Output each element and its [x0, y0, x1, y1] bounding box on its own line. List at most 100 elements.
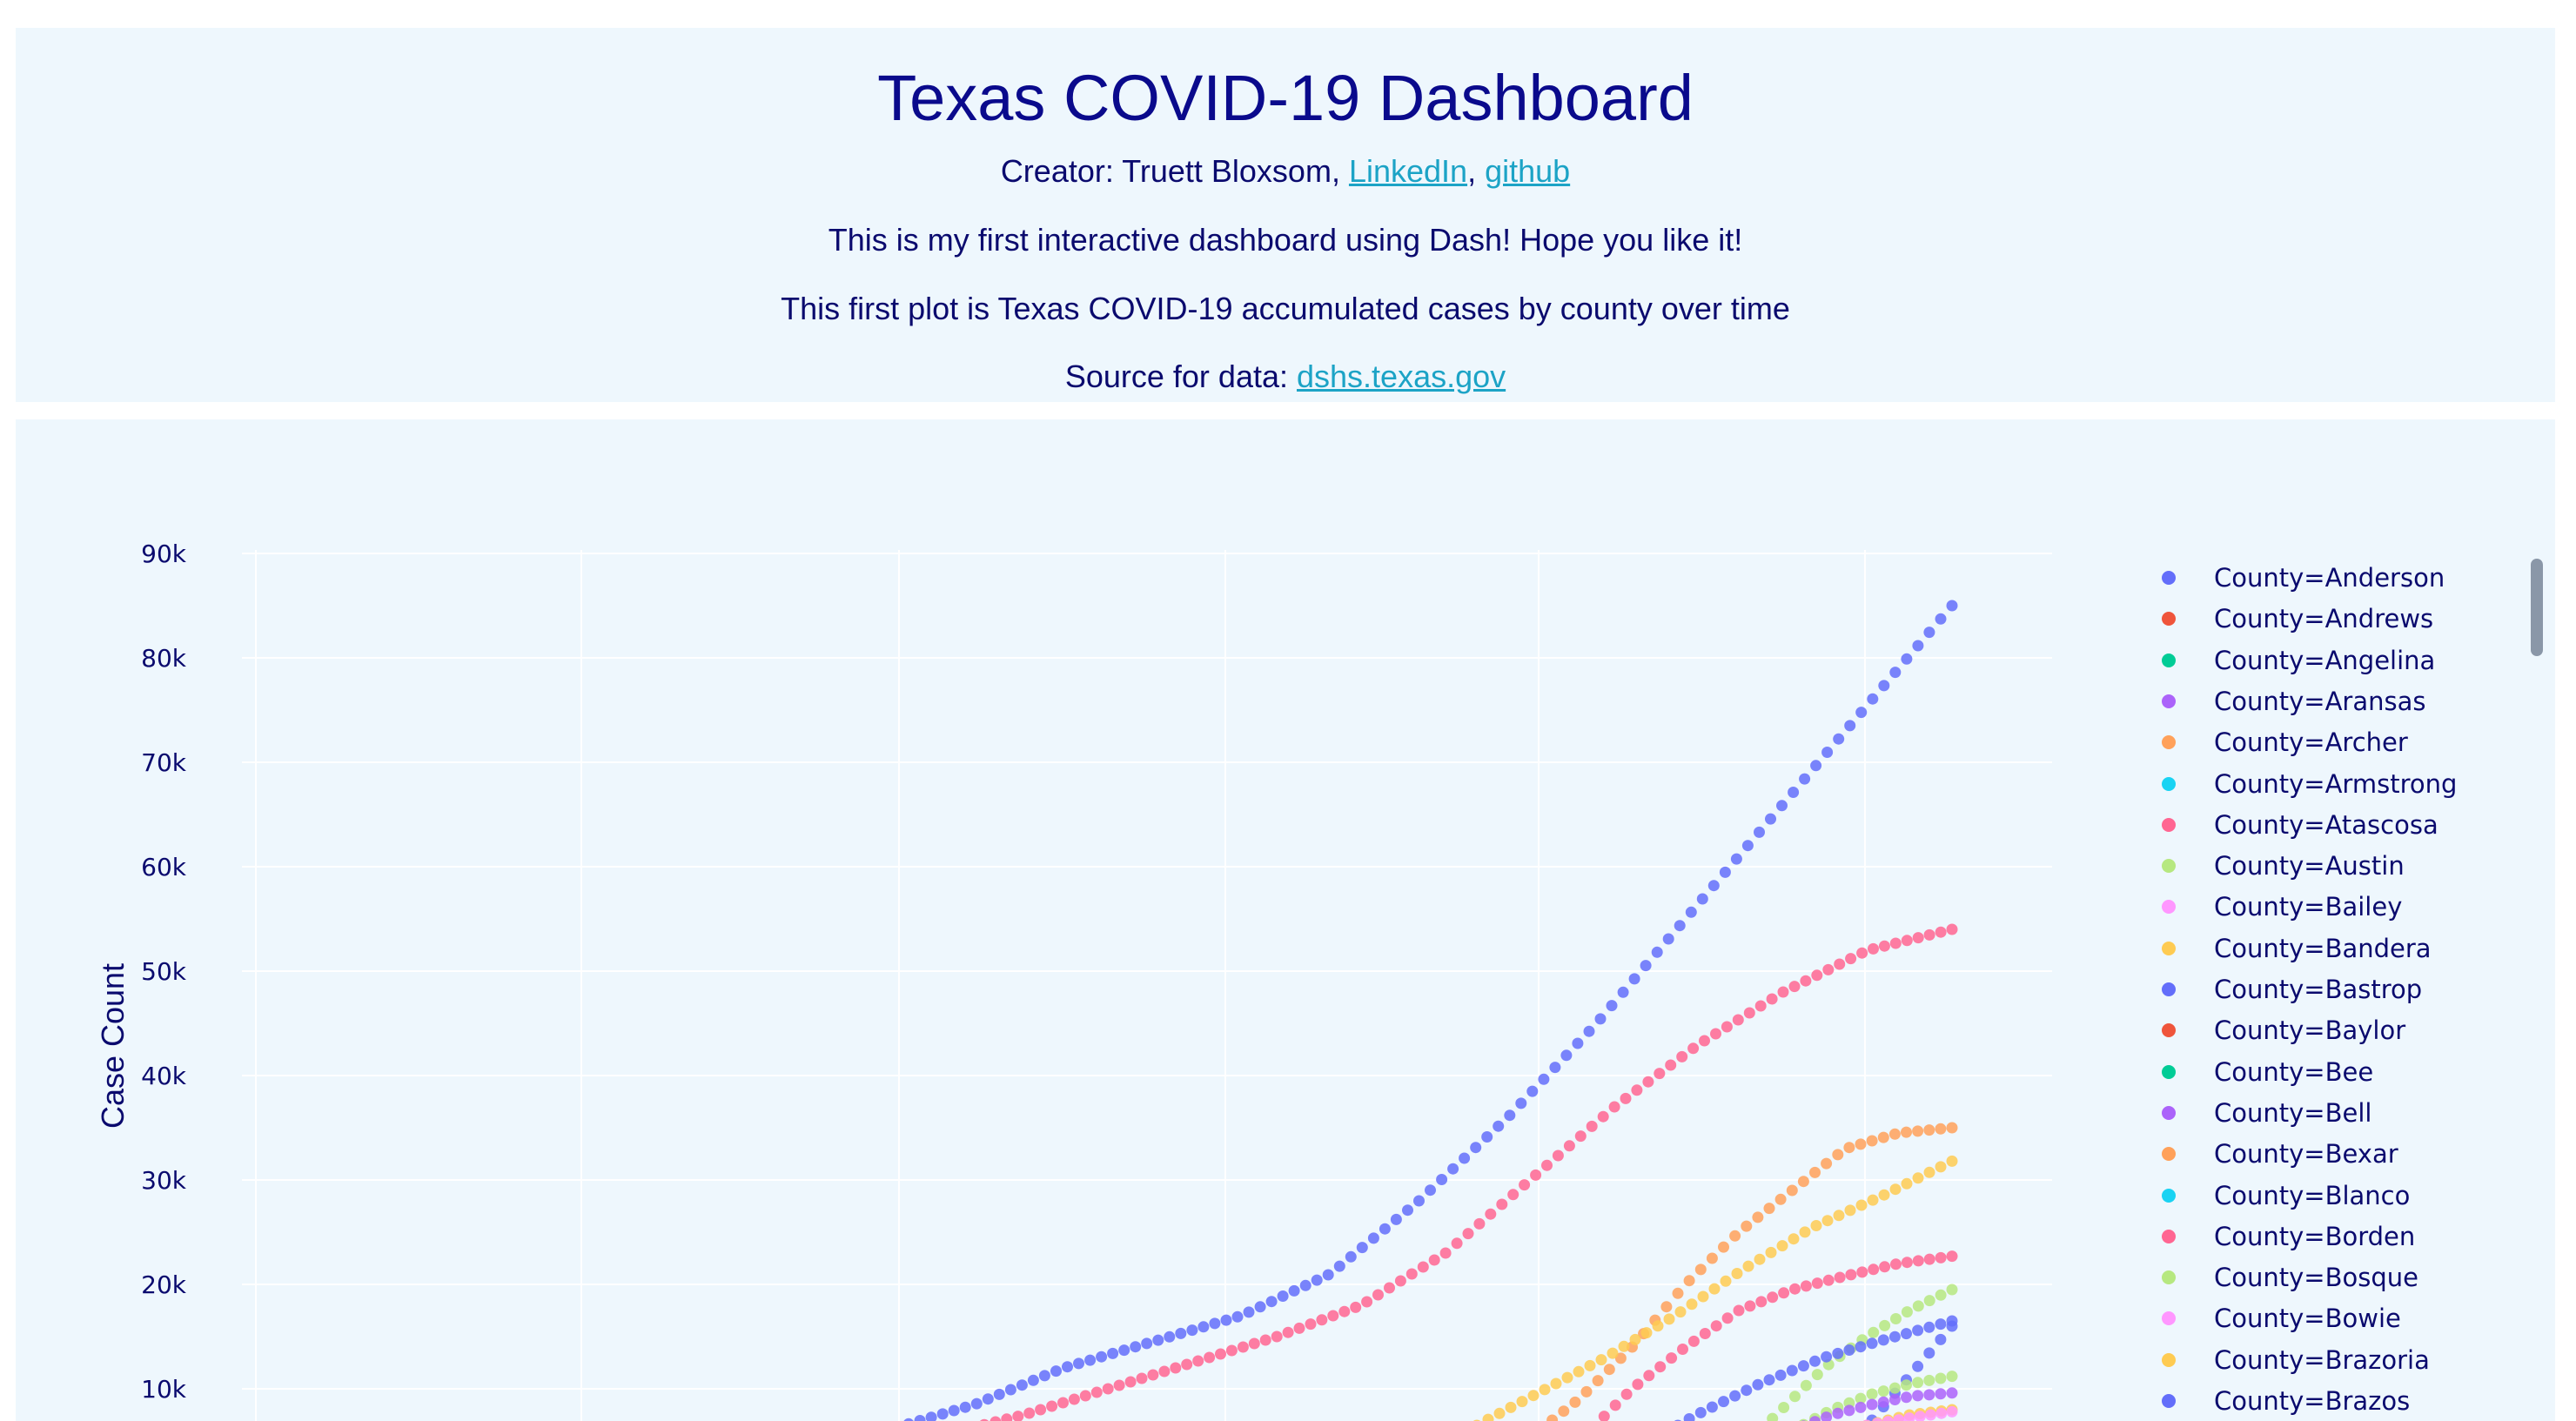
data-point[interactable]: [1889, 1183, 1902, 1196]
data-point[interactable]: [1481, 1131, 1493, 1143]
data-point[interactable]: [1877, 1396, 1889, 1408]
data-point[interactable]: [1505, 1401, 1517, 1413]
data-point[interactable]: [1788, 787, 1800, 798]
data-point[interactable]: [1654, 1361, 1667, 1373]
data-point[interactable]: [1741, 1384, 1753, 1397]
data-point[interactable]: [1833, 1210, 1845, 1222]
data-point[interactable]: [1743, 1007, 1755, 1019]
data-point[interactable]: [1923, 1374, 1935, 1386]
data-point[interactable]: [1935, 1289, 1947, 1301]
data-point[interactable]: [1493, 1407, 1506, 1419]
data-point[interactable]: [1923, 1347, 1935, 1359]
data-point[interactable]: [1935, 1407, 1948, 1419]
data-point[interactable]: [1451, 1237, 1463, 1250]
data-point[interactable]: [1687, 1335, 1700, 1347]
data-point[interactable]: [1844, 1204, 1856, 1217]
data-point[interactable]: [1665, 1059, 1677, 1071]
data-point[interactable]: [1789, 1391, 1801, 1403]
data-point[interactable]: [1855, 1138, 1867, 1150]
data-point[interactable]: [1912, 1390, 1924, 1402]
data-point[interactable]: [1608, 1101, 1620, 1113]
data-point[interactable]: [1552, 1150, 1564, 1162]
legend-item[interactable]: County=Brazoria: [2148, 1341, 2513, 1379]
legend-item[interactable]: County=Brazos: [2148, 1382, 2513, 1420]
data-point[interactable]: [1901, 653, 1913, 665]
data-point[interactable]: [1113, 1379, 1125, 1391]
data-point[interactable]: [1356, 1242, 1368, 1254]
data-point[interactable]: [1774, 1369, 1787, 1381]
data-point[interactable]: [1872, 1418, 1883, 1421]
data-point[interactable]: [1935, 1161, 1947, 1173]
data-point[interactable]: [914, 1415, 926, 1421]
data-point[interactable]: [1821, 1157, 1833, 1170]
data-point[interactable]: [1935, 613, 1947, 625]
data-point[interactable]: [1062, 1361, 1073, 1373]
data-point[interactable]: [1935, 1372, 1947, 1384]
data-point[interactable]: [1361, 1296, 1373, 1308]
data-point[interactable]: [1763, 1203, 1775, 1215]
legend-item[interactable]: County=Baylor: [2148, 1011, 2513, 1049]
data-point[interactable]: [1888, 1394, 1901, 1405]
data-point[interactable]: [1090, 1386, 1103, 1398]
data-point[interactable]: [1935, 1318, 1947, 1331]
data-point[interactable]: [1118, 1344, 1130, 1357]
data-point[interactable]: [1209, 1317, 1221, 1330]
data-point[interactable]: [1912, 1360, 1924, 1372]
data-point[interactable]: [1893, 1414, 1905, 1421]
data-point[interactable]: [1136, 1372, 1148, 1384]
data-point[interactable]: [1038, 1370, 1050, 1382]
data-point[interactable]: [1901, 1328, 1912, 1340]
data-point[interactable]: [1436, 1174, 1448, 1185]
data-point[interactable]: [1428, 1254, 1440, 1266]
data-point[interactable]: [1530, 1169, 1542, 1181]
data-point[interactable]: [1417, 1261, 1429, 1273]
data-point[interactable]: [1696, 893, 1708, 905]
data-point[interactable]: [1879, 1319, 1891, 1331]
data-point[interactable]: [1856, 1266, 1868, 1278]
data-point[interactable]: [1754, 1253, 1766, 1265]
data-point[interactable]: [1923, 1166, 1935, 1178]
legend-item[interactable]: County=Bexar: [2148, 1135, 2513, 1173]
data-point[interactable]: [1583, 1025, 1595, 1037]
data-point[interactable]: [1526, 1085, 1539, 1097]
data-point[interactable]: [1798, 1418, 1809, 1421]
data-point[interactable]: [1170, 1362, 1182, 1374]
legend-item[interactable]: County=Bandera: [2148, 929, 2513, 968]
data-point[interactable]: [1866, 1337, 1878, 1350]
data-point[interactable]: [1107, 1347, 1119, 1359]
data-point[interactable]: [1799, 1226, 1811, 1238]
data-point[interactable]: [1946, 1284, 1958, 1296]
linkedin-link[interactable]: LinkedIn: [1348, 153, 1468, 189]
data-point[interactable]: [1316, 1314, 1328, 1326]
data-point[interactable]: [1293, 1322, 1305, 1334]
data-point[interactable]: [1879, 1261, 1891, 1273]
data-point[interactable]: [1935, 1251, 1947, 1263]
data-point[interactable]: [1686, 1298, 1698, 1310]
data-point[interactable]: [1573, 1365, 1585, 1377]
data-point[interactable]: [1868, 1326, 1880, 1338]
data-point[interactable]: [993, 1388, 1005, 1400]
data-point[interactable]: [925, 1411, 937, 1421]
data-point[interactable]: [1946, 1122, 1958, 1134]
data-point[interactable]: [1755, 1296, 1768, 1308]
data-point[interactable]: [1800, 1379, 1812, 1391]
data-point[interactable]: [1672, 1287, 1684, 1299]
data-point[interactable]: [1878, 1189, 1890, 1201]
data-point[interactable]: [1390, 1213, 1402, 1225]
data-point[interactable]: [1572, 1037, 1584, 1049]
data-point[interactable]: [1809, 1355, 1821, 1367]
data-point[interactable]: [1243, 1306, 1255, 1318]
data-point[interactable]: [1629, 1333, 1641, 1345]
data-point[interactable]: [1004, 1384, 1016, 1396]
data-point[interactable]: [1935, 1333, 1947, 1345]
data-point[interactable]: [1663, 1313, 1675, 1325]
github-link[interactable]: github: [1485, 153, 1571, 189]
data-point[interactable]: [1730, 853, 1742, 865]
data-point[interactable]: [1809, 1416, 1821, 1421]
data-point[interactable]: [1877, 1131, 1889, 1143]
data-point[interactable]: [1754, 1000, 1767, 1012]
data-point[interactable]: [1697, 1290, 1709, 1303]
data-point[interactable]: [1225, 1344, 1238, 1357]
data-point[interactable]: [1073, 1357, 1084, 1370]
data-point[interactable]: [1752, 1378, 1764, 1391]
